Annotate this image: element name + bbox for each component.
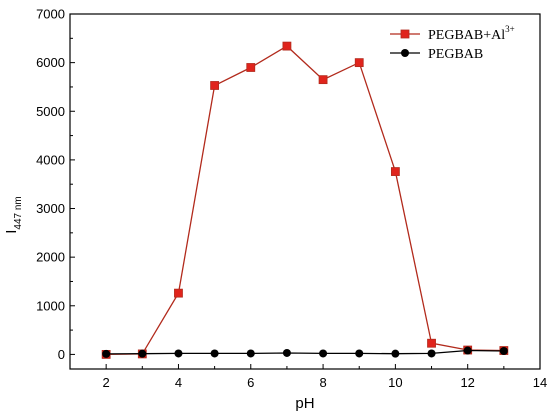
x-tick-label: 2	[103, 375, 110, 390]
y-tick-label: 0	[58, 347, 65, 362]
series-layer	[101, 41, 509, 359]
x-tick-label: 8	[319, 375, 326, 390]
y-axis-title-sub: 447 nm	[13, 196, 24, 229]
y-tick-label: 1000	[36, 298, 65, 313]
legend-label-base: PEGBAB	[428, 47, 483, 62]
y-tick-label: 4000	[36, 152, 65, 167]
data-point-square	[246, 63, 256, 72]
data-point-square	[210, 81, 220, 90]
x-tick-label: 10	[388, 375, 402, 390]
data-point-circle	[174, 349, 183, 358]
y-tick-label: 2000	[36, 250, 65, 265]
data-point-square	[318, 75, 328, 85]
y-tick-label: 3000	[36, 201, 65, 216]
axis-ticks: 2 4 6 8 10 12 14 0 1000 2000 3000 4000 5000 6000 7000	[36, 7, 547, 391]
data-point-circle	[246, 349, 255, 358]
y-tick-label: 7000	[36, 7, 65, 22]
data-point-circle	[102, 349, 111, 358]
y-tick-label: 6000	[36, 55, 65, 70]
x-tick-label: 12	[460, 375, 474, 390]
x-tick-label: 14	[533, 375, 547, 390]
data-point-circle	[138, 349, 147, 358]
data-point-circle	[282, 348, 291, 357]
plot-frame	[69, 13, 541, 370]
y-axis-title-main: I	[3, 230, 20, 234]
data-point-square	[174, 288, 183, 298]
data-point-circle	[427, 349, 436, 358]
y-axis-title: I447 nm	[3, 196, 24, 234]
data-point-circle	[391, 349, 400, 358]
legend-label-superscript: 3+	[505, 24, 515, 34]
legend-marker-square	[400, 29, 410, 39]
legend-marker-circle	[401, 49, 409, 57]
legend: PEGBAB+Al3+ PEGBAB	[390, 24, 515, 62]
data-point-square	[427, 338, 436, 348]
series-line-2	[106, 349, 504, 355]
x-tick-label: 4	[175, 375, 182, 390]
data-point-square	[282, 41, 292, 51]
data-point-square	[390, 167, 400, 176]
data-point-circle	[319, 349, 328, 358]
data-point-square	[354, 58, 364, 68]
y-tick-label: 5000	[36, 104, 65, 119]
data-point-circle	[210, 349, 219, 358]
x-tick-label: 6	[247, 375, 254, 390]
data-point-circle	[463, 346, 472, 355]
series-line-1	[106, 45, 504, 356]
data-point-circle	[355, 349, 364, 358]
x-axis-title: pH	[295, 395, 314, 412]
legend-label-base: PEGBAB+Al	[428, 28, 505, 43]
data-point-circle	[499, 347, 508, 356]
legend-label-2: PEGBAB	[428, 47, 483, 62]
legend-label-1: PEGBAB+Al3+	[428, 24, 515, 43]
